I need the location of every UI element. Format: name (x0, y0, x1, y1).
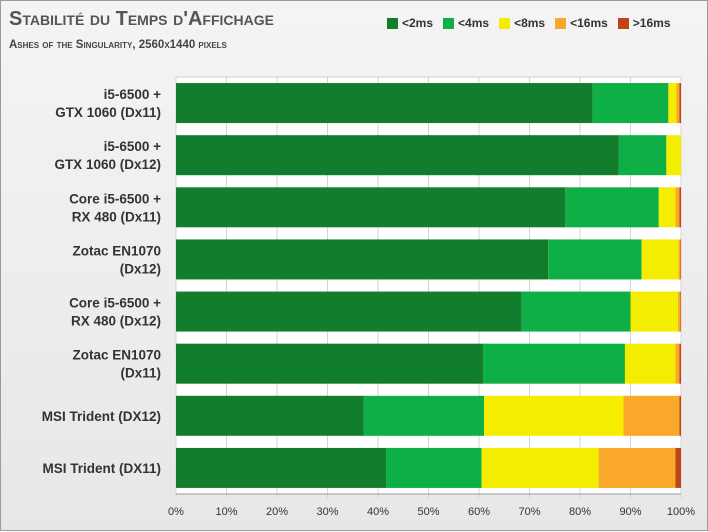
category-label: MSI Trident (DX12) (42, 409, 161, 424)
bar-segment (641, 239, 679, 280)
bar-segment (176, 135, 619, 176)
chart-legend: <2ms <4ms <8ms <16ms >16ms (387, 16, 671, 30)
legend-item: <16ms (555, 16, 608, 30)
bar-segment (623, 395, 680, 436)
bar-segment (680, 239, 681, 280)
category-label: (Dx11) (120, 366, 161, 381)
bar-segment (548, 239, 642, 280)
bar-segment (676, 83, 680, 124)
category-label: MSI Trident (DX11) (42, 461, 161, 476)
bar-segment (680, 291, 681, 332)
legend-swatch (499, 17, 511, 29)
x-tick-label: 20% (266, 506, 288, 518)
legend-item: <8ms (499, 16, 545, 30)
bar-segment (630, 291, 678, 332)
x-tick-label: 10% (215, 506, 237, 518)
bar-segment (176, 395, 364, 436)
legend-label: <16ms (570, 16, 608, 30)
x-tick-label: 90% (619, 506, 641, 518)
category-label: Core i5-6500 + (69, 296, 161, 311)
bar-segment (176, 239, 549, 280)
legend-item: <2ms (387, 16, 433, 30)
x-tick-label: 60% (468, 506, 490, 518)
bar-segment (666, 135, 681, 176)
bar-segment (675, 343, 680, 384)
category-label: Core i5-6500 + (69, 191, 161, 206)
bar-segment (658, 187, 676, 228)
bar-segment (565, 187, 659, 228)
bar-segment (484, 395, 624, 436)
x-tick-label: 30% (316, 506, 338, 518)
x-tick-label: 40% (367, 506, 389, 518)
x-tick-label: 0% (168, 506, 184, 518)
bar-segment (176, 447, 387, 488)
category-label: RX 480 (Dx11) (72, 209, 161, 224)
bar-segment (176, 291, 522, 332)
bar-segment (481, 447, 599, 488)
bar-segment (176, 343, 484, 384)
x-tick-label: 100% (667, 506, 695, 518)
legend-label: <8ms (514, 16, 546, 30)
legend-swatch (555, 17, 567, 29)
legend-swatch (617, 17, 629, 29)
bar-segment (386, 447, 482, 488)
category-label: i5-6500 + (104, 87, 162, 102)
legend-label: >16ms (632, 16, 671, 30)
chart-title: Stabilité du Temps d'Affichage (9, 8, 274, 30)
category-label: GTX 1060 (Dx12) (54, 157, 161, 172)
bar-segment (521, 291, 631, 332)
bar-segment (592, 83, 669, 124)
x-tick-label: 80% (569, 506, 591, 518)
legend-item: <4ms (443, 16, 489, 30)
legend-label: <2ms (402, 16, 434, 30)
category-label: GTX 1060 (Dx11) (55, 105, 161, 120)
bar-segment (176, 83, 593, 124)
bar-segment (679, 187, 681, 228)
bar-segment (618, 135, 667, 176)
category-label: RX 480 (Dx12) (71, 314, 161, 329)
legend-swatch (387, 17, 398, 29)
bar-segment (679, 83, 681, 124)
bar-segment (678, 239, 681, 280)
legend-item: >16ms (617, 16, 671, 30)
bar-segment (677, 291, 681, 332)
bar-segment (679, 395, 681, 436)
bar-segment (483, 343, 625, 384)
bar-segment (624, 343, 676, 384)
bar-segment (176, 187, 566, 228)
x-tick-label: 70% (518, 506, 540, 518)
legend-swatch (443, 17, 455, 29)
bar-segment (675, 447, 681, 488)
category-label: Zotac EN1070 (72, 243, 161, 258)
category-label: i5-6500 + (104, 139, 162, 154)
bar-segment (598, 447, 676, 488)
category-label: (Dx12) (120, 261, 161, 276)
bar-segment (668, 83, 677, 124)
bar-segment (679, 343, 681, 384)
legend-label: <4ms (458, 16, 490, 30)
x-tick-label: 50% (417, 506, 439, 518)
category-label: Zotac EN1070 (72, 348, 161, 363)
chart-subtitle: Ashes of the Singularity, 2560x1440 pixe… (9, 39, 227, 51)
bar-segment (675, 187, 680, 228)
bar-segment (363, 395, 485, 436)
